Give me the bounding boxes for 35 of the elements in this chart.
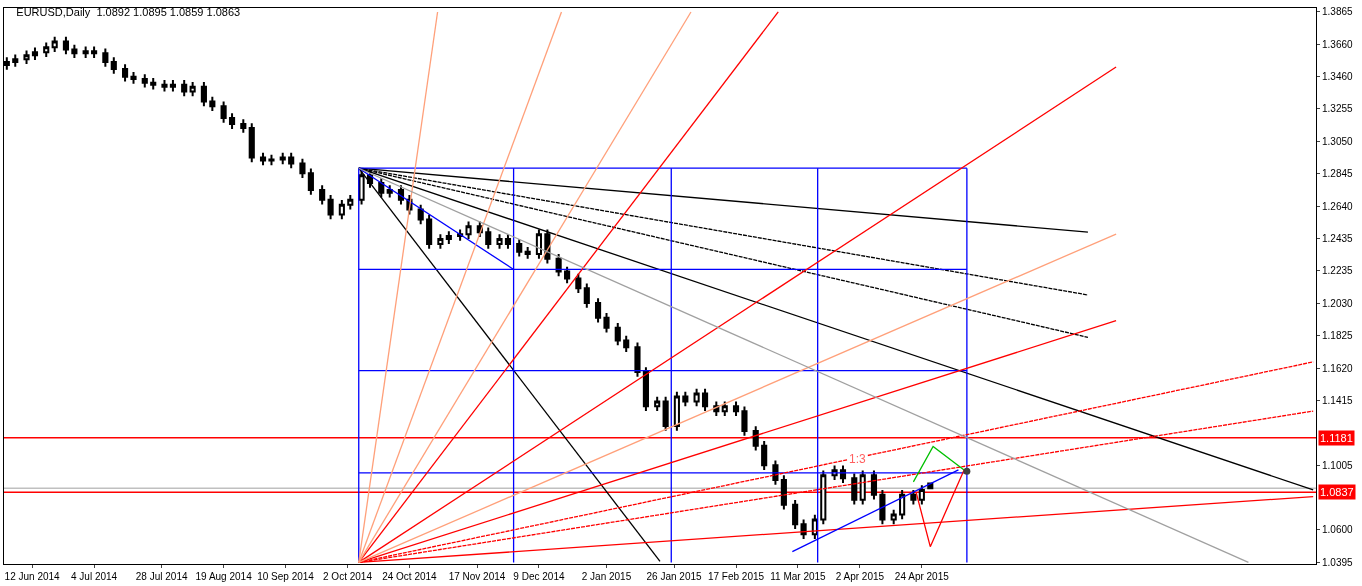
x-tick-label: 17 Feb 2015 [707,571,765,582]
y-tick-label: 1.3255 [1322,103,1354,115]
y-tick-label: 1.1415 [1322,395,1354,407]
y-tick-label: 1.2435 [1322,233,1354,245]
x-tick-label: 2 Jan 2015 [581,571,632,582]
x-tick-label: 26 Jan 2015 [646,571,703,582]
y-tick-label: 1.0395 [1322,556,1354,568]
y-tick-label: 1.3660 [1322,38,1354,50]
annotation: 1:3 [849,452,867,466]
y-tick-label: 1.3050 [1322,135,1354,147]
y-tick-label: 1.3460 [1322,70,1354,82]
chart-title: EURUSD,Daily 1.0892 1.0895 1.0859 1.0863 [16,6,241,19]
x-tick-label: 10 Sep 2014 [257,571,315,582]
x-tick-label: 2 Apr 2015 [835,571,885,582]
x-tick-label: 24 Oct 2014 [382,571,438,582]
y-tick-label: 1.2030 [1322,297,1354,309]
ref-line-label: 1.0837 [1320,486,1354,498]
x-tick-label: 11 Mar 2015 [770,571,827,582]
y-tick-label: 1.2235 [1322,265,1354,277]
x-tick-label: 2 Oct 2014 [323,571,373,582]
y-tick-label: 1.1005 [1322,460,1354,472]
x-tick-label: 17 Nov 2014 [448,571,506,582]
y-tick-label: 1.0600 [1322,524,1354,536]
x-tick-label: 24 Apr 2015 [894,571,950,582]
x-tick-label: 12 Jun 2014 [4,571,61,582]
y-tick-label: 1.1825 [1322,330,1354,342]
y-tick-label: 1.3865 [1322,6,1354,18]
x-tick-label: 4 Jul 2014 [71,571,118,582]
ref-line-label: 1.1181 [1320,432,1353,444]
x-tick-label: 19 Aug 2014 [195,571,253,582]
y-tick-label: 1.2640 [1322,200,1354,212]
x-tick-label: 28 Jul 2014 [135,571,188,582]
y-tick-label: 1.1620 [1322,362,1354,374]
y-tick-label: 1.2845 [1322,168,1354,180]
x-tick-label: 9 Dec 2014 [513,571,565,582]
